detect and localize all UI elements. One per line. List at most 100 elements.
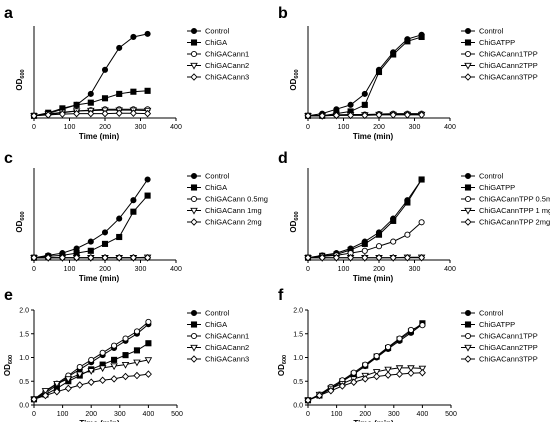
data-point [350, 369, 357, 376]
data-point [375, 243, 383, 250]
panel-letter-a: a [4, 5, 13, 22]
panel-letter-c: c [4, 150, 13, 167]
x-axis-title: Time (min) [353, 419, 394, 422]
data-point [396, 370, 404, 378]
data-point [373, 353, 380, 360]
data-point [87, 90, 94, 97]
legend-entry: ChiGACannTPP 0.5mg [461, 195, 550, 204]
legend-marker [190, 39, 198, 46]
data-point [129, 109, 137, 117]
data-point [347, 101, 354, 108]
data-point [101, 253, 109, 262]
legend-marker [464, 184, 472, 191]
x-tick-label: 400 [444, 266, 456, 273]
x-tick-label: 300 [114, 411, 126, 418]
x-tick-label: 100 [331, 411, 343, 418]
legend-marker [190, 62, 198, 70]
legend-entry: ChiGACann2TPP [461, 343, 538, 352]
data-point [88, 356, 95, 363]
legend-label: Control [205, 309, 230, 318]
data-point [99, 376, 107, 385]
x-tick-label: 500 [445, 411, 457, 418]
series-b-1 [304, 33, 425, 119]
y-axis-title-main: OD [289, 220, 298, 232]
data-point [87, 253, 95, 262]
series-c-1 [30, 192, 151, 261]
data-point [332, 111, 340, 120]
y-tick-label: 2.0 [293, 308, 303, 315]
data-point [419, 322, 426, 329]
data-point [64, 384, 72, 393]
data-point [404, 199, 411, 206]
data-point [87, 247, 94, 254]
series-e-4 [30, 370, 152, 404]
data-point [58, 253, 66, 262]
x-tick-label: 0 [306, 411, 310, 418]
y-axis-title-subscript: 600 [8, 355, 14, 364]
legend-entry: ChiGA [187, 183, 227, 192]
data-point [327, 386, 335, 395]
legend-marker [464, 218, 472, 226]
legend-marker [190, 73, 198, 81]
data-point [121, 361, 130, 369]
legend-marker [464, 172, 472, 180]
legend-entry: ChiGACann2TPP [461, 61, 538, 70]
legend-entry: Control [461, 309, 504, 318]
data-point [116, 233, 123, 241]
x-tick-label: 200 [85, 411, 97, 418]
x-tick-label: 400 [444, 124, 456, 131]
legend-marker [190, 321, 198, 328]
y-tick-label: 0.0 [293, 403, 303, 410]
x-tick-label: 300 [388, 411, 400, 418]
data-point [362, 361, 369, 368]
legend-marker [464, 355, 472, 363]
legend-entry: ChiGA [187, 320, 227, 329]
data-point [375, 231, 383, 238]
panel-d: d 0 100 200 300 400 Time (min) OD600 Control ChiG… [278, 150, 550, 283]
series-a-4 [30, 109, 152, 120]
y-tick-label: 0.5 [19, 379, 29, 386]
series-line [33, 179, 149, 259]
data-point [304, 112, 312, 120]
data-point [361, 247, 368, 254]
y-axis-title: OD600 [289, 69, 300, 90]
legend-label: ChiGACann1 [205, 50, 249, 59]
legend-entry: ChiGACann2 [187, 343, 249, 352]
legend-marker [190, 207, 198, 215]
legend-marker [464, 309, 472, 317]
legend-marker [464, 195, 472, 203]
legend-label: ChiGACann3 [205, 73, 249, 82]
x-tick-label: 100 [338, 124, 350, 131]
legend-entry: ChiGATPP [461, 320, 515, 329]
legend-label: ChiGACannTPP 2mg [479, 218, 550, 227]
data-point [110, 375, 118, 383]
data-point [396, 335, 403, 342]
legend-marker [190, 27, 198, 35]
data-point [407, 365, 415, 373]
x-axis-title: Time (min) [79, 419, 120, 422]
data-point [318, 112, 326, 120]
legend-label: Control [479, 27, 504, 36]
data-point [375, 253, 383, 262]
panel-f: f 0 100 200 300 400 500 0.0 0.5 1.0 1.5 2.0 Time (mi… [277, 287, 538, 422]
data-point [395, 365, 404, 373]
legend-marker [190, 218, 198, 226]
x-tick-label: 100 [64, 266, 76, 273]
data-point [87, 378, 95, 386]
legend-label: ChiGATPP [479, 320, 515, 329]
data-point [115, 109, 123, 117]
data-point [407, 326, 415, 334]
x-tick-label: 100 [57, 411, 69, 418]
data-point [144, 87, 151, 94]
legend-label: ChiGA [205, 38, 227, 47]
y-axis-title-subscript: 600 [294, 211, 300, 220]
y-axis-title-main: OD [277, 364, 286, 376]
data-point [304, 253, 312, 262]
data-point [338, 382, 346, 390]
data-point [384, 366, 392, 374]
legend-label: ChiGACann 0.5mg [205, 195, 268, 204]
legend-marker [464, 332, 472, 340]
legend-label: ChiGACann1TPP [479, 50, 538, 59]
legend-label: ChiGACann3TPP [479, 355, 538, 364]
data-point [116, 215, 123, 222]
